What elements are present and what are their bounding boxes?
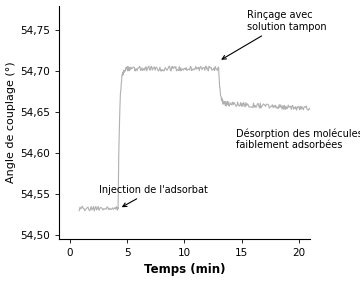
Y-axis label: Angle de couplage (°): Angle de couplage (°) [5,61,15,183]
Text: Injection de l'adsorbat: Injection de l'adsorbat [99,185,207,207]
X-axis label: Temps (min): Temps (min) [144,263,225,276]
Text: Désorption des molécules
faiblement adsorbées: Désorption des molécules faiblement adso… [236,128,360,151]
Text: Rinçage avec
solution tampon: Rinçage avec solution tampon [222,10,327,59]
